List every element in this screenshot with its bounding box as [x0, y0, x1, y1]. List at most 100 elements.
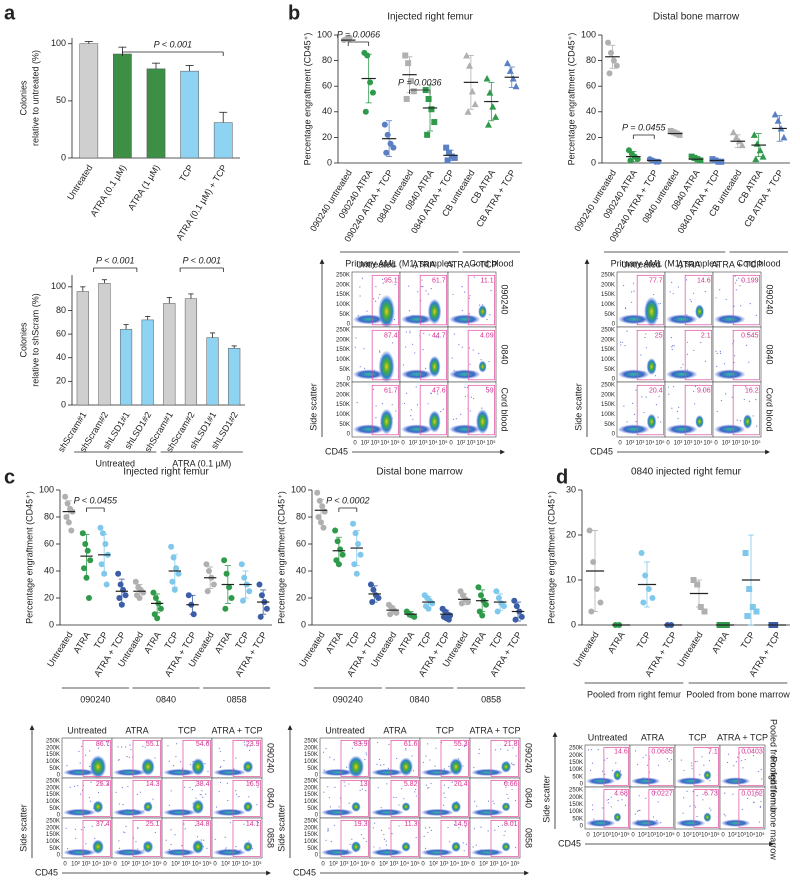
- point: [742, 550, 749, 556]
- flow-event: [453, 823, 456, 826]
- flow-y-tick: 150K: [569, 802, 583, 808]
- flow-event: [137, 828, 139, 830]
- flow-gate: [82, 780, 111, 817]
- flow-event: [124, 831, 126, 834]
- flow-event: [89, 800, 92, 802]
- flow-event: [423, 835, 425, 838]
- flow-event: [351, 838, 353, 840]
- flow-event: [363, 837, 365, 839]
- point: [339, 551, 346, 558]
- flow-event: [421, 285, 423, 288]
- flow-event: [409, 332, 411, 334]
- point: [458, 600, 465, 607]
- point: [607, 49, 614, 56]
- flow-density: [428, 355, 441, 378]
- flow-event: [694, 761, 697, 763]
- annotation: P < 0.001: [96, 255, 134, 265]
- flow-event: [106, 741, 108, 743]
- flow-event: [205, 793, 207, 795]
- flow-event: [671, 407, 673, 409]
- flow-event: [443, 784, 445, 786]
- point: [697, 157, 704, 164]
- flow-event: [405, 331, 408, 333]
- flow-event: [385, 844, 388, 846]
- flow-event: [379, 293, 381, 296]
- y-tick-label: 100: [51, 38, 66, 48]
- flow-event: [428, 786, 430, 789]
- bar: [184, 298, 198, 406]
- flow-event: [224, 836, 226, 838]
- flow-event: [725, 393, 727, 395]
- gate-percentage: 47.6: [432, 388, 446, 395]
- flow-event: [621, 799, 623, 801]
- flow-gate: [340, 780, 369, 817]
- flow-x-tick: 0: [676, 833, 680, 839]
- flow-density: [421, 848, 454, 857]
- flow-density: [400, 369, 433, 380]
- y-axis-label: Percentage engraftment (CD45⁺): [24, 491, 34, 624]
- flow-event: [480, 826, 482, 828]
- flow-event: [601, 770, 604, 772]
- flow-density: [142, 840, 154, 854]
- flow-y-tick: 250K: [569, 788, 583, 794]
- flow-event: [204, 763, 206, 765]
- point: [64, 500, 71, 507]
- flow-event: [724, 815, 726, 817]
- point: [246, 588, 253, 595]
- flow-event: [380, 829, 383, 832]
- flow-event: [683, 769, 685, 772]
- flow-event: [610, 796, 612, 798]
- flow-y-tick: 0: [347, 432, 351, 438]
- point: [676, 131, 683, 138]
- flow-event: [686, 353, 688, 355]
- flow-event: [442, 408, 444, 410]
- group-label: Cord blood: [469, 258, 513, 268]
- flow-event: [451, 781, 453, 783]
- flow-event: [391, 404, 393, 406]
- flow-event: [366, 754, 368, 756]
- flow-event: [65, 827, 67, 829]
- row-label: 090240: [524, 743, 534, 773]
- row-label: 090240: [765, 284, 775, 314]
- flow-gate: [182, 740, 211, 777]
- flow-event: [83, 826, 86, 828]
- point: [771, 110, 779, 118]
- flow-event: [376, 741, 379, 744]
- flow-density: [143, 801, 153, 813]
- flow-y-tick: 200K: [304, 785, 318, 791]
- flow-event: [682, 363, 684, 365]
- flow-x-tick: 10⁵: [460, 861, 470, 868]
- gate-percentage: 38.4: [196, 781, 210, 788]
- group-label: Untreated: [95, 458, 135, 468]
- flow-event: [329, 756, 331, 758]
- flow-y-tick: 100K: [46, 839, 60, 845]
- flow-y-tick: 0: [612, 377, 616, 383]
- point: [367, 79, 374, 86]
- gate-percentage: 9.06: [697, 388, 711, 395]
- gate-percentage: 61.7: [432, 278, 446, 285]
- gate-percentage: 0.0162: [741, 791, 763, 798]
- group-label: ATRA (0.1 µM): [172, 458, 231, 468]
- flow-event: [696, 760, 698, 763]
- flow-event: [734, 355, 736, 357]
- x-tick-label: ATRA: [395, 630, 416, 655]
- point: [429, 600, 436, 607]
- flow-x-tick: 10²: [329, 862, 338, 868]
- gate-percentage: 21.8: [504, 741, 518, 748]
- flow-gate: [182, 780, 211, 817]
- flow-event: [363, 348, 365, 350]
- flow-x-label: CD45: [558, 838, 581, 848]
- panel-letter: a: [4, 2, 16, 24]
- flow-event: [423, 332, 425, 334]
- flow-event: [734, 275, 736, 277]
- flow-y-tick: 200K: [569, 753, 583, 759]
- bar: [141, 319, 154, 406]
- flow-density: [351, 801, 361, 812]
- flow-x-tick: 10²: [593, 833, 602, 839]
- x-tick-label: ATRA: [324, 630, 345, 655]
- y-tick-label: 100: [317, 29, 332, 39]
- flow-event: [739, 420, 742, 422]
- flow-event: [189, 763, 191, 766]
- flow-x-label: CD45: [293, 867, 316, 877]
- flow-event: [244, 744, 246, 746]
